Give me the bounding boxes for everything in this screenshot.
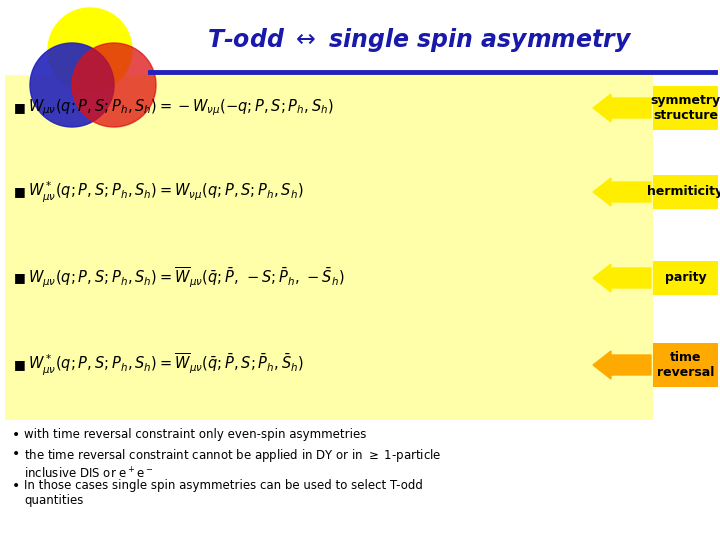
- Text: parity: parity: [665, 272, 706, 285]
- FancyArrow shape: [593, 351, 651, 379]
- Text: symmetry
structure: symmetry structure: [650, 94, 720, 122]
- FancyArrow shape: [593, 178, 651, 206]
- Text: ■: ■: [14, 102, 26, 114]
- Text: ■: ■: [14, 272, 26, 285]
- Text: $W_{\mu\nu}(q;P,S;P_h,S_h) = \overline{W}_{\mu\nu}(\bar{q};\bar{P},\,-S;\bar{P}_: $W_{\mu\nu}(q;P,S;P_h,S_h) = \overline{W…: [28, 266, 345, 290]
- Text: •: •: [12, 428, 20, 442]
- FancyBboxPatch shape: [653, 175, 718, 209]
- Text: $W^*_{\mu\nu}(q;P,S;P_h,S_h) = W_{\nu\mu}(q;P,S;P_h,S_h)$: $W^*_{\mu\nu}(q;P,S;P_h,S_h) = W_{\nu\mu…: [28, 179, 304, 205]
- Text: with time reversal constraint only even-spin asymmetries: with time reversal constraint only even-…: [24, 428, 366, 441]
- FancyArrow shape: [593, 94, 651, 122]
- Text: •: •: [12, 479, 20, 493]
- Text: ■: ■: [14, 186, 26, 199]
- FancyBboxPatch shape: [653, 261, 718, 295]
- FancyBboxPatch shape: [653, 343, 718, 387]
- Text: ■: ■: [14, 359, 26, 372]
- Text: In those cases single spin asymmetries can be used to select T-odd
quantities: In those cases single spin asymmetries c…: [24, 479, 423, 507]
- Circle shape: [48, 8, 132, 92]
- FancyArrow shape: [593, 264, 651, 292]
- Circle shape: [30, 43, 114, 127]
- Text: $W_{\mu\nu}(q;P,S;P_h,S_h) = -W_{\nu\mu}(-q;P,S;P_h,S_h)$: $W_{\mu\nu}(q;P,S;P_h,S_h) = -W_{\nu\mu}…: [28, 98, 334, 118]
- Text: time
reversal: time reversal: [657, 351, 714, 379]
- Circle shape: [72, 43, 156, 127]
- Text: $W^*_{\mu\nu}(q;P,S;P_h,S_h) = \overline{W}_{\mu\nu}(\bar{q};\bar{P},S;\bar{P}_h: $W^*_{\mu\nu}(q;P,S;P_h,S_h) = \overline…: [28, 352, 304, 378]
- FancyBboxPatch shape: [653, 86, 718, 130]
- Text: T-odd $\leftrightarrow$ single spin asymmetry: T-odd $\leftrightarrow$ single spin asym…: [207, 26, 633, 54]
- Text: hermiticity: hermiticity: [647, 186, 720, 199]
- Text: the time reversal constraint cannot be applied in DY or in $\geq$ 1-particle
inc: the time reversal constraint cannot be a…: [24, 447, 441, 482]
- Text: •: •: [12, 447, 20, 461]
- FancyBboxPatch shape: [5, 75, 653, 420]
